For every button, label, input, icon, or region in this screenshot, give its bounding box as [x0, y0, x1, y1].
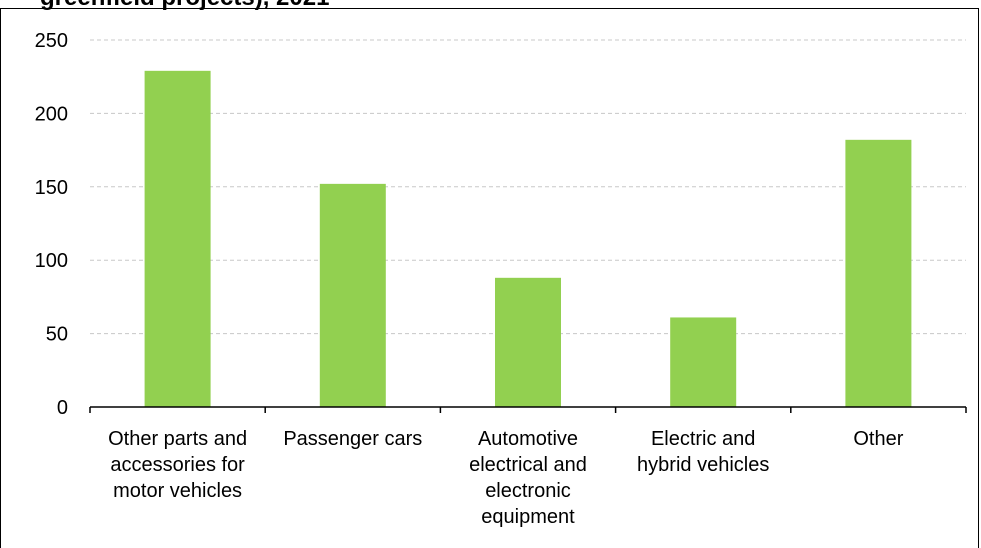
bar-4 [845, 139, 912, 407]
category-label-line: Other [853, 428, 903, 450]
y-tick-label-100: 100 [35, 250, 68, 272]
bar-3 [670, 317, 737, 407]
y-tick-label-50: 50 [46, 324, 68, 346]
chart-title: greenfield projects), 2021 [40, 0, 329, 12]
y-tick-label-200: 200 [35, 103, 68, 125]
category-label-line: Electric and [651, 428, 756, 450]
category-label-line: Automotive [478, 428, 578, 450]
category-label-1: Passenger cars [283, 428, 422, 450]
category-label-line: Passenger cars [283, 428, 422, 450]
chart-frame [0, 8, 979, 548]
category-label-line: Other parts and [108, 428, 247, 450]
category-label-line: hybrid vehicles [637, 454, 769, 476]
bar-2 [495, 277, 561, 407]
category-label-0: Other parts and accessories for motor vehi… [108, 428, 247, 502]
category-label-4: Other [853, 428, 903, 450]
bar-0 [144, 70, 211, 407]
category-label-2: Automotive electrical and electronic equipm… [469, 428, 587, 528]
category-label-line: motor vehicles [113, 480, 242, 502]
y-tick-label-250: 250 [35, 30, 68, 52]
y-tick-label-0: 0 [57, 397, 68, 419]
y-tick-label-150: 150 [35, 177, 68, 199]
category-label-line: equipment [481, 506, 575, 528]
category-label-3: Electric and hybrid vehicles [637, 428, 769, 476]
bar-1 [319, 183, 386, 407]
category-label-line: electronic [485, 480, 571, 502]
category-label-line: electrical and [469, 454, 587, 476]
category-label-line: accessories for [110, 454, 245, 476]
